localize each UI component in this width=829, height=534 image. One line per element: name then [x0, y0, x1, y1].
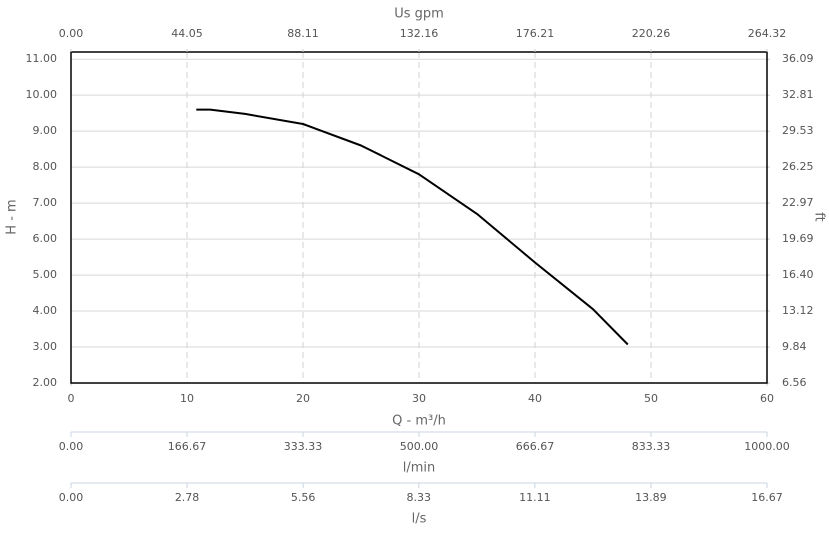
tick-label: 11.11	[519, 491, 551, 504]
y2-tick-label: 22.97	[782, 196, 814, 209]
top-tick-label: 0.00	[59, 27, 84, 40]
tick-label: 5.56	[291, 491, 316, 504]
y2-tick-label: 36.09	[782, 52, 814, 65]
tick-label: 833.33	[632, 440, 671, 453]
tick-label: 16.67	[751, 491, 783, 504]
axis-title: l/s	[412, 512, 427, 527]
y2-tick-label: 16.40	[782, 268, 814, 281]
x-tick-label: 20	[296, 392, 310, 405]
y2-tick-label: 13.12	[782, 304, 814, 317]
y2-tick-label: 6.56	[782, 376, 807, 389]
top-tick-label: 88.11	[287, 27, 319, 40]
top-tick-label: 132.16	[400, 27, 439, 40]
tick-label: 1000.00	[744, 440, 790, 453]
tick-label: 8.33	[407, 491, 432, 504]
top-tick-label: 264.32	[748, 27, 787, 40]
tick-label: 333.33	[284, 440, 323, 453]
tick-label: 666.67	[516, 440, 555, 453]
y2-tick-label: 26.25	[782, 160, 814, 173]
x-axis-title: Q - m³/h	[392, 414, 446, 429]
x-tick-label: 40	[528, 392, 542, 405]
y-axis-title: H - m	[5, 199, 20, 234]
y-tick-label: 5.00	[33, 268, 58, 281]
y-tick-label: 8.00	[33, 160, 58, 173]
x-tick-label: 30	[412, 392, 426, 405]
axis-title: Us gpm	[394, 7, 444, 22]
x-tick-label: 60	[760, 392, 774, 405]
y2-tick-label: 29.53	[782, 124, 814, 137]
top-tick-label: 44.05	[171, 27, 203, 40]
y2-tick-label: 9.84	[782, 340, 807, 353]
tick-label: 2.78	[175, 491, 200, 504]
y-tick-label: 3.00	[33, 340, 58, 353]
curve	[196, 108, 629, 346]
x-tick-label: 10	[180, 392, 194, 405]
y-tick-label: 4.00	[33, 304, 58, 317]
x-tick-label: 0	[68, 392, 75, 405]
tick-label: 0.00	[59, 491, 84, 504]
y-tick-label: 9.00	[33, 124, 58, 137]
top-tick-label: 220.26	[632, 27, 671, 40]
y-tick-label: 10.00	[26, 88, 58, 101]
tick-label: 500.00	[400, 440, 439, 453]
y2-tick-label: 19.69	[782, 232, 814, 245]
y-tick-label: 2.00	[33, 376, 58, 389]
top-tick-label: 176.21	[516, 27, 555, 40]
y-tick-label: 7.00	[33, 196, 58, 209]
tick-label: 166.67	[168, 440, 207, 453]
y2-axis-title: ft	[812, 212, 827, 221]
y-tick-label: 11.00	[26, 52, 58, 65]
x-tick-label: 50	[644, 392, 658, 405]
tick-label: 0.00	[59, 440, 84, 453]
y-tick-label: 6.00	[33, 232, 58, 245]
tick-label: 13.89	[635, 491, 667, 504]
axis-title: l/min	[403, 461, 436, 476]
y2-tick-label: 32.81	[782, 88, 814, 101]
